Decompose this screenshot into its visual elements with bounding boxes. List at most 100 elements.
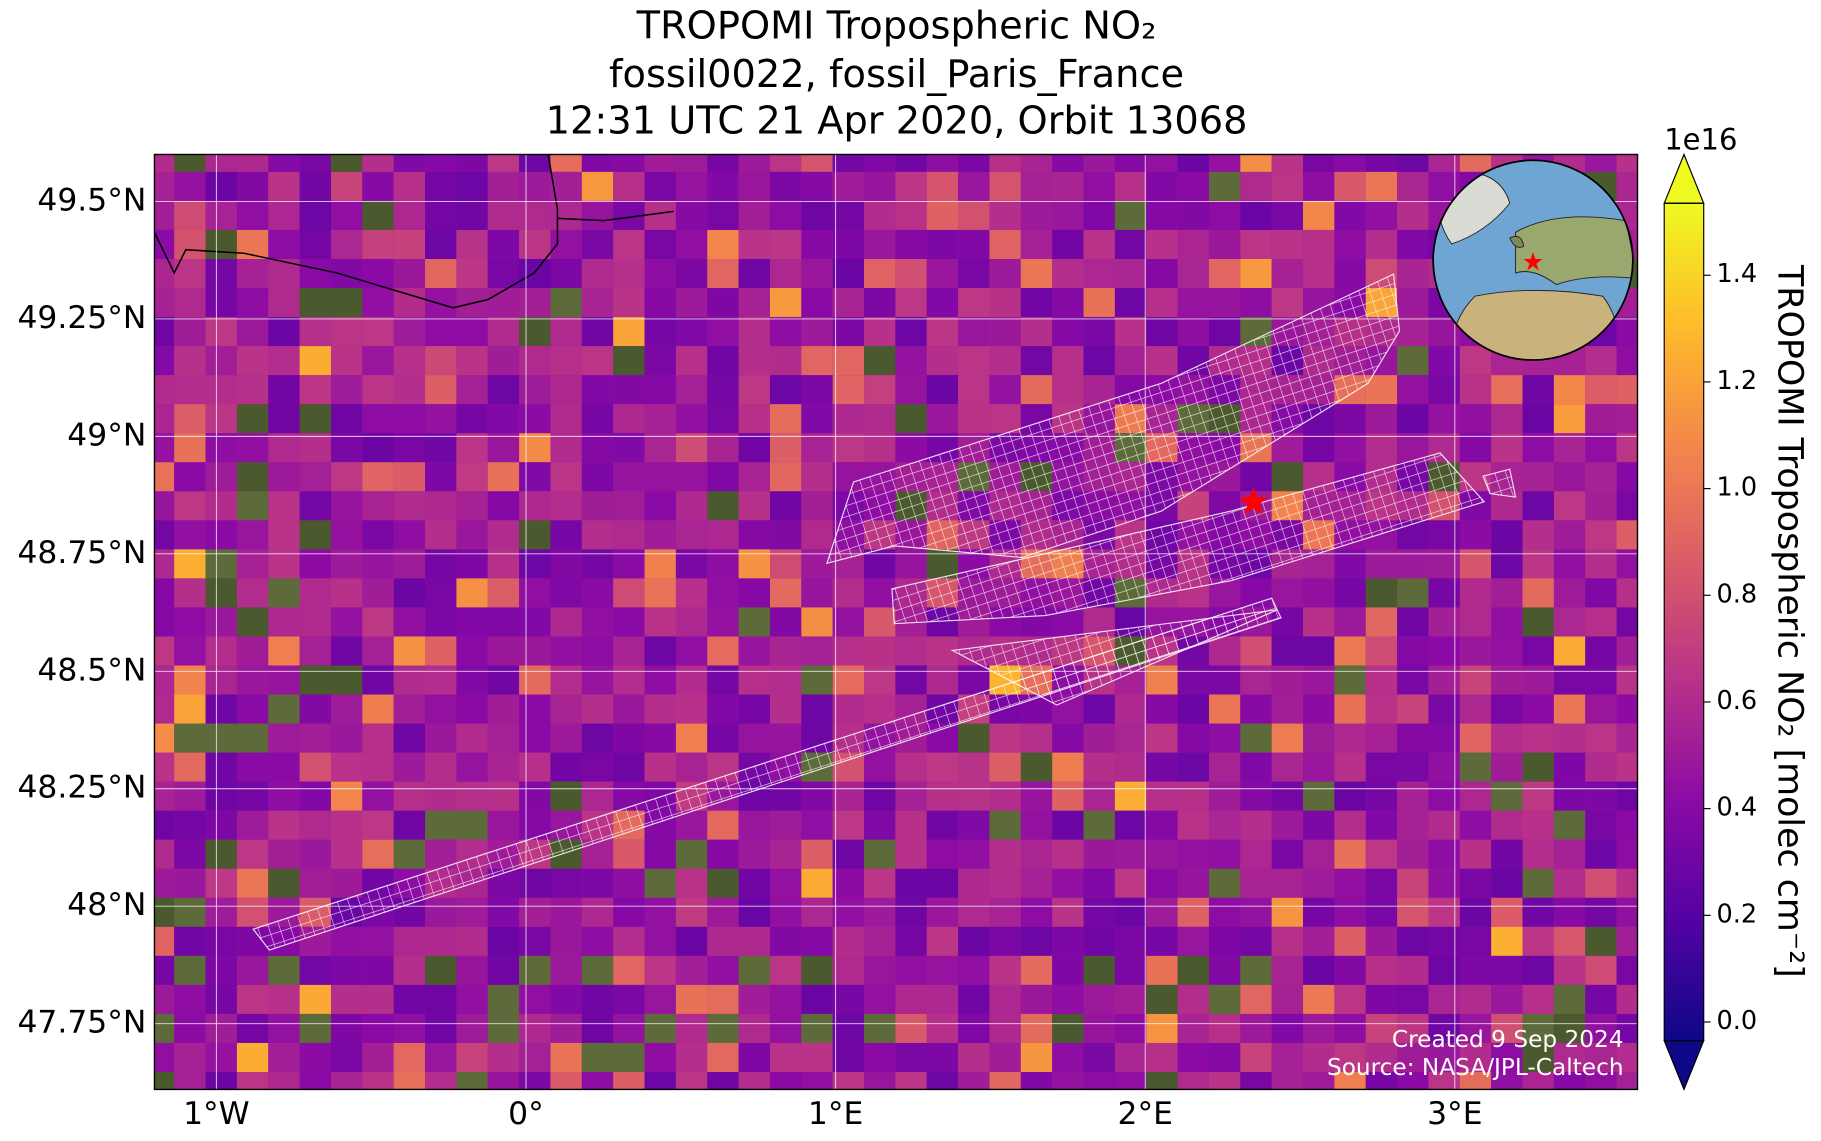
map-pixel: [1052, 897, 1084, 927]
map-pixel: [989, 723, 1021, 753]
map-pixel: [675, 154, 708, 172]
map-pixel: [581, 868, 614, 898]
map-pixel: [268, 346, 300, 376]
map-pixel: [1334, 259, 1366, 289]
map-pixel: [1114, 723, 1147, 753]
map-pixel: [581, 317, 614, 347]
map-pixel: [1240, 984, 1272, 1014]
map-pixel: [268, 839, 300, 869]
map-pixel: [425, 955, 457, 985]
map-pixel: [581, 462, 614, 492]
map-pixel: [832, 229, 865, 260]
map-pixel: [675, 404, 708, 434]
map-pixel: [1459, 404, 1492, 434]
map-pixel: [1365, 154, 1398, 172]
map-pixel: [1553, 404, 1586, 434]
map-pixel: [205, 1042, 237, 1073]
globe-star: [1523, 252, 1543, 271]
map-pixel: [456, 636, 488, 666]
map-pixel: [1083, 868, 1115, 898]
map-pixel: [362, 752, 394, 782]
map-pixel: [613, 839, 645, 869]
map-pixel: [613, 578, 645, 608]
map-pixel: [174, 752, 206, 782]
map-pixel: [581, 1013, 614, 1043]
map-pixel: [926, 288, 959, 318]
map-pixel: [989, 317, 1021, 347]
map-pixel: [1491, 839, 1523, 869]
map-pixel: [456, 259, 488, 289]
map-pixel: [926, 955, 959, 985]
map-pixel: [1114, 781, 1147, 811]
map-pixel: [268, 694, 300, 724]
map-pixel: [832, 375, 865, 405]
map-pixel: [1208, 636, 1241, 666]
map-pixel: [707, 229, 739, 260]
map-pixel: [1522, 839, 1554, 869]
map-pixel: [1271, 200, 1304, 230]
map-pixel: [613, 897, 645, 927]
map-pixel: [895, 955, 927, 985]
map-pixel: [425, 520, 457, 550]
map-pixel: [393, 665, 426, 695]
map-pixel: [1397, 200, 1429, 230]
map-pixel: [362, 839, 394, 869]
map-pixel: [707, 1042, 739, 1073]
map-pixel: [832, 1072, 865, 1090]
map-pixel: [519, 1013, 551, 1043]
annotation: Source: NASA/JPL-Caltech: [1327, 1054, 1624, 1081]
colorbar-tick-label: 0.6: [1716, 686, 1757, 716]
map-pixel: [1616, 810, 1638, 840]
map-pixel: [675, 839, 708, 869]
map-pixel: [236, 229, 269, 260]
map-pixel: [1522, 375, 1554, 405]
map-pixel: [330, 665, 363, 695]
map-pixel: [1365, 781, 1398, 811]
map-pixel: [1240, 1042, 1272, 1073]
map-pixel: [1146, 839, 1178, 869]
map-pixel: [487, 1072, 520, 1090]
map-pixel: [1553, 694, 1586, 724]
map-pixel: [1083, 171, 1115, 201]
map-pixel: [268, 578, 300, 608]
map-pixel: [1146, 171, 1178, 201]
map-pixel: [174, 636, 206, 666]
map-pixel: [174, 1072, 206, 1090]
map-pixel: [456, 723, 488, 753]
map-pixel: [864, 229, 896, 260]
map-pixel: [268, 229, 300, 260]
map-pixel: [299, 1072, 331, 1090]
map-pixel: [989, 955, 1021, 985]
map-pixel: [1303, 897, 1335, 927]
map-pixel: [1585, 346, 1617, 376]
map-pixel: [958, 723, 990, 753]
map-pixel: [1365, 839, 1398, 869]
map-pixel: [1271, 868, 1304, 898]
x-tick-label: 3°E: [1427, 1096, 1482, 1132]
map-pixel: [958, 897, 990, 927]
map-pixel: [1522, 752, 1554, 782]
map-pixel: [801, 810, 833, 840]
map-pixel: [236, 665, 269, 695]
map-pixel: [1052, 926, 1084, 956]
map-pixel: [205, 607, 237, 637]
colorbar-exponent: 1e16: [1664, 123, 1737, 157]
map-pixel: [581, 955, 614, 985]
map-pixel: [174, 1042, 206, 1073]
map-pixel: [1616, 955, 1638, 985]
map-pixel: [1083, 839, 1115, 869]
swath-outline: [891, 452, 1486, 625]
map-pixel: [1083, 694, 1115, 724]
map-pixel: [864, 839, 896, 869]
map-pixel: [769, 520, 802, 550]
map-pixel: [1522, 462, 1554, 492]
map-pixel: [675, 955, 708, 985]
map-pixel: [738, 839, 770, 869]
map-pixel: [1303, 154, 1335, 172]
map-pixel: [205, 810, 237, 840]
map-pixel: [487, 1042, 520, 1073]
map-pixel: [1114, 955, 1147, 985]
map-pixel: [550, 200, 582, 230]
map-pixel: [205, 154, 237, 172]
map-pixel: [154, 346, 175, 376]
